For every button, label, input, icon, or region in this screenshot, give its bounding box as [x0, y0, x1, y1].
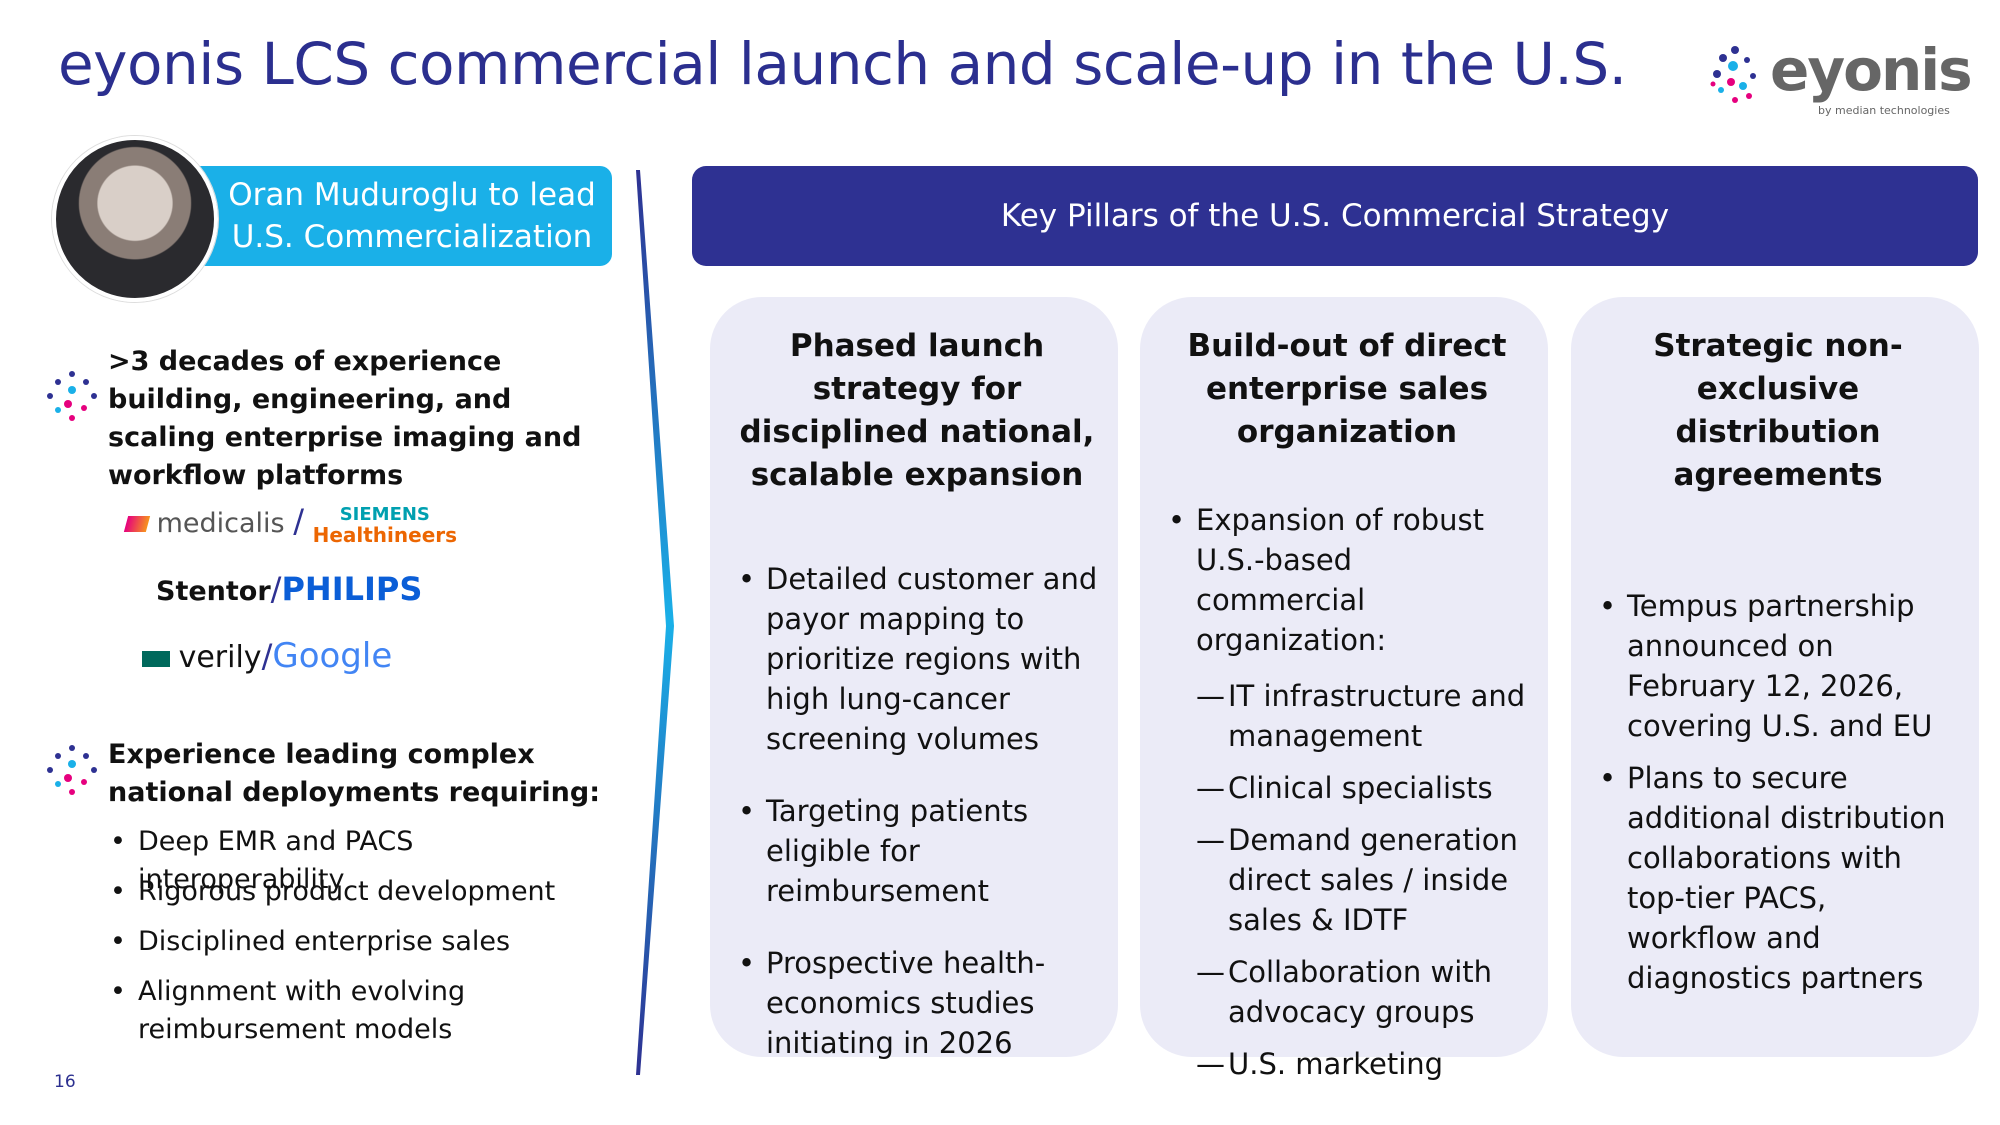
bullet: Targeting patients eligible for reimburs…: [738, 791, 1098, 911]
bullet: Disciplined enterprise sales: [110, 923, 628, 961]
sub-bullet: Collaboration with advocacy groups: [1196, 952, 1528, 1032]
pillars-header: Key Pillars of the U.S. Commercial Strat…: [692, 166, 1978, 266]
bullet: Detailed customer and payor mapping to p…: [738, 559, 1098, 759]
logo-subtext: by median technologies: [1818, 104, 1950, 117]
caption-pill: Oran Muduroglu to lead U.S. Commercializ…: [192, 166, 612, 266]
bullet: Tempus partnership announced on February…: [1599, 586, 1959, 746]
bullet: Rigorous product development: [110, 873, 628, 911]
bullet: Plans to secure additional distribution …: [1599, 758, 1959, 998]
pillar-heading: Phased launch strategy for disciplined n…: [739, 328, 1095, 493]
sub-bullet: Clinical specialists: [1196, 768, 1528, 808]
pillar-card: Strategic non-exclusive distribution agr…: [1571, 297, 1979, 1057]
bullet: Alignment with evolving reimbursement mo…: [110, 973, 498, 1049]
separator: /: [270, 570, 282, 608]
logo-text: SIEMENS: [339, 503, 430, 525]
logo-text: verily: [178, 640, 262, 675]
separator: /: [261, 637, 273, 675]
sub-bullet: IT infrastructure and management: [1196, 676, 1528, 756]
deployments-text: Experience leading complex national depl…: [108, 739, 601, 808]
portrait: [52, 136, 218, 302]
slide-title: eyonis LCS commercial launch and scale-u…: [58, 30, 1627, 98]
pillar-card: Phased launch strategy for disciplined n…: [710, 297, 1118, 1060]
logo-row: Stentor/PHILIPS: [156, 570, 422, 608]
logo-text: eyonis: [1770, 36, 1973, 104]
bullet-icon: [47, 371, 97, 421]
logo-text: PHILIPS: [281, 570, 423, 608]
experience-text: >3 decades of experience building, engin…: [108, 346, 582, 491]
logo-text: Google: [272, 636, 393, 676]
separator: /: [293, 502, 304, 540]
bullet: Expansion of robust U.S.-based commercia…: [1168, 500, 1528, 660]
sub-bullet: U.S. marketing: [1196, 1044, 1528, 1084]
logo-dots: [1710, 46, 1756, 103]
pillar-heading: Strategic non-exclusive distribution agr…: [1653, 328, 1903, 493]
logo-row: medicalis / SIEMENS Healthineers: [123, 502, 458, 547]
logo-text: Healthineers: [312, 522, 458, 547]
pillar-card: Build-out of direct enterprise sales org…: [1140, 297, 1548, 1084]
pillar-heading: Build-out of direct enterprise sales org…: [1187, 328, 1507, 450]
logo-row: verily/Google: [142, 636, 392, 676]
sub-bullet: Demand generation direct sales / inside …: [1196, 820, 1528, 940]
logo-text: Stentor: [156, 576, 271, 607]
bullet: Prospective health-economics studies ini…: [738, 943, 1098, 1063]
chevron-divider: [636, 170, 674, 1075]
logo-text: medicalis: [156, 508, 285, 539]
page-number: 16: [54, 1072, 76, 1092]
bullet-icon: [47, 745, 97, 795]
